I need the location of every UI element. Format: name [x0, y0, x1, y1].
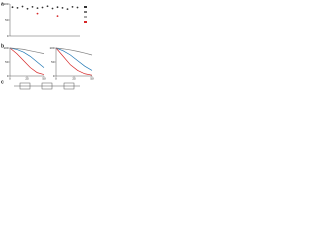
x-tick-label: 0: [55, 76, 57, 80]
diagram-box: [19, 82, 31, 90]
panel-label: a: [1, 1, 4, 7]
diagram-box: [63, 82, 75, 90]
y-tick-label: 50: [51, 60, 55, 64]
series-line: [55, 47, 93, 71]
legend: [84, 6, 87, 23]
y-tick-label: 0: [53, 74, 55, 78]
y-tick-label: 100: [49, 46, 54, 50]
dot: [21, 5, 24, 8]
series-line: [55, 47, 93, 76]
y-tick-label: 0: [7, 74, 9, 78]
x-tick-label: 25: [25, 76, 29, 80]
series-line: [9, 47, 45, 54]
panel-label: c: [1, 79, 4, 85]
x-tick-label: 25: [72, 76, 76, 80]
dot: [71, 5, 74, 8]
y-tick-label: 50: [5, 18, 9, 22]
dot: [61, 6, 64, 9]
series-line: [9, 47, 45, 75]
dot: [31, 5, 34, 8]
legend-swatch: [84, 6, 87, 8]
dot: [26, 7, 29, 10]
y-tick-label: 50: [5, 60, 9, 64]
dot: [56, 6, 59, 9]
y-tick-label: 0: [7, 34, 9, 38]
x-tick-label: 50: [90, 76, 94, 80]
y-tick-label: 100: [3, 2, 8, 6]
dot: [56, 15, 59, 18]
diagram: [14, 82, 80, 90]
legend-swatch: [84, 11, 87, 13]
y-tick-label: 100: [3, 46, 8, 50]
x-tick-label: 50: [42, 76, 46, 80]
dot: [46, 5, 49, 8]
dot: [51, 7, 54, 10]
x-tick-label: 0: [9, 76, 11, 80]
panel-label: b: [1, 43, 4, 49]
legend-swatch: [84, 21, 87, 23]
dot: [16, 6, 19, 9]
dot: [36, 7, 39, 10]
legend-swatch: [84, 16, 87, 18]
dot: [76, 6, 79, 9]
series-line: [55, 47, 93, 56]
diagram-box: [41, 82, 53, 90]
dot: [11, 6, 14, 9]
dot: [66, 8, 69, 11]
dot: [36, 12, 39, 15]
series-line: [9, 47, 45, 68]
dot: [41, 6, 44, 9]
